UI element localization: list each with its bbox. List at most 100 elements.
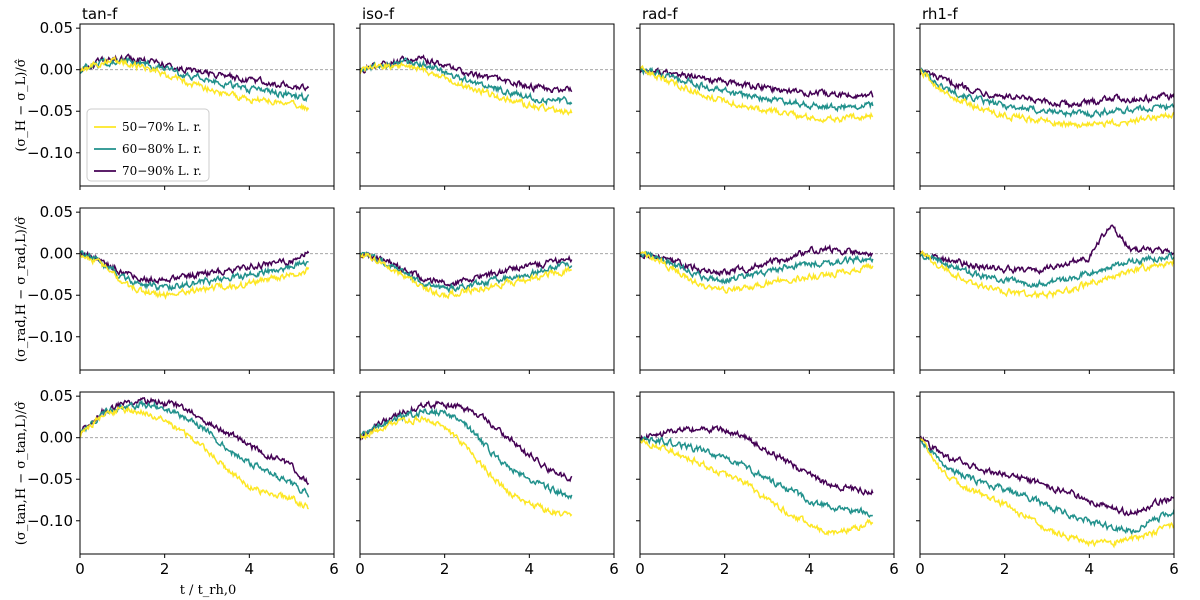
series-line-2 [640, 67, 874, 100]
panel-frame [919, 23, 1175, 187]
series-line-0 [80, 253, 310, 300]
series-line-2 [80, 250, 310, 285]
y-tick-label: 0.05 [40, 387, 73, 405]
series-line-2 [80, 396, 310, 486]
y-tick-label: −0.05 [27, 470, 73, 488]
panel-title: iso-f [362, 5, 395, 23]
panel-0-3: rh1-f [916, 5, 1175, 190]
series-line-2 [80, 53, 310, 92]
panel-0-2: rad-f [636, 5, 895, 190]
panel-title: tan-f [82, 5, 118, 23]
panel-0-0: 0.05 0.00 −0.05 −0.10 tan-f [27, 5, 335, 190]
x-tick-label: 0 [915, 560, 925, 578]
panel-frame [79, 391, 335, 555]
series-line-2 [920, 69, 1174, 109]
legend-label: 50−70% L. r. [122, 120, 202, 134]
x-tick-label: 6 [1169, 560, 1179, 578]
y-axis-label: (σ_H − σ_L)/σ̂ [14, 58, 29, 151]
x-tick-label: 6 [889, 560, 899, 578]
panel-2-2: 0 2 4 6 [635, 391, 899, 578]
legend-label: 70−90% L. r. [122, 164, 202, 178]
panel-1-0: 0.05 0.00 −0.05 −0.10 [27, 203, 335, 374]
series-line-0 [640, 438, 874, 537]
y-tick-label: −0.05 [27, 286, 73, 304]
y-tick-label: 0.00 [40, 429, 73, 447]
panel-frame [919, 207, 1175, 371]
panel-frame [639, 23, 895, 187]
series-line-1 [640, 250, 874, 285]
legend-label: 60−80% L. r. [122, 142, 202, 156]
panel-2-1: 0 2 4 6 [355, 391, 619, 578]
x-tick-label: 2 [440, 560, 450, 578]
panel-frame [359, 23, 615, 187]
series-line-2 [360, 54, 573, 94]
series-line-0 [640, 250, 874, 294]
x-tick-label: 2 [720, 560, 730, 578]
series-line-0 [80, 55, 310, 113]
y-tick-label: 0.00 [40, 245, 73, 263]
y-tick-label: −0.10 [27, 328, 73, 346]
series-line-1 [920, 437, 1174, 536]
series-line-2 [640, 244, 874, 277]
y-tick-label: −0.10 [27, 144, 73, 162]
series-line-1 [640, 435, 873, 518]
series-line-1 [360, 407, 573, 500]
x-tick-label: 6 [329, 560, 339, 578]
series-line-2 [920, 224, 1174, 276]
series-line-2 [920, 435, 1174, 517]
x-tick-label: 0 [355, 560, 365, 578]
series-line-0 [920, 68, 1174, 130]
y-tick-label: 0.00 [40, 61, 73, 79]
y-tick-label: −0.05 [27, 102, 73, 120]
panel-frame [79, 207, 335, 371]
x-tick-label: 4 [1085, 560, 1095, 578]
series-line-1 [80, 56, 310, 103]
series-line-0 [640, 64, 874, 124]
panel-frame [79, 23, 335, 187]
series-line-1 [920, 251, 1174, 289]
panel-2-3: 0 2 4 6 [915, 391, 1179, 578]
panel-1-3 [916, 207, 1175, 374]
series-line-1 [920, 67, 1174, 119]
panel-title: rad-f [642, 5, 678, 23]
legend: 50−70% L. r. 60−80% L. r. 70−90% L. r. [86, 108, 210, 182]
series-line-0 [360, 414, 573, 517]
x-tick-label: 0 [75, 560, 85, 578]
x-tick-label: 4 [805, 560, 815, 578]
series-line-0 [360, 61, 573, 117]
x-tick-label: 2 [1000, 560, 1010, 578]
x-tick-label: 0 [635, 560, 645, 578]
y-tick-label: 0.05 [40, 203, 73, 221]
series-line-0 [920, 249, 1174, 300]
series-line-1 [360, 250, 573, 294]
panel-frame [639, 207, 895, 371]
panel-title: rh1-f [922, 5, 958, 23]
x-tick-label: 2 [160, 560, 170, 578]
x-tick-label: 6 [609, 560, 619, 578]
panel-1-1 [356, 207, 615, 374]
y-tick-label: −0.10 [27, 512, 73, 530]
series-line-1 [640, 66, 874, 113]
panel-frame [359, 391, 615, 555]
series-line-1 [80, 250, 309, 292]
y-axis-label: (σ_rad,H − σ_rad,L)/σ̂ [14, 216, 29, 362]
panel-1-2 [636, 207, 895, 374]
series-line-2 [360, 251, 573, 287]
panel-2-0: 0.05 0.00 −0.05 −0.10 0 2 4 6 [27, 387, 339, 578]
series-line-1 [360, 57, 573, 106]
x-axis-label: t / t_rh,0 [180, 583, 237, 598]
series-line-1 [80, 399, 310, 498]
y-axis-label: (σ_tan,H − σ_tan,L)/σ̂ [14, 401, 29, 545]
legend-box [86, 108, 210, 182]
series-line-2 [360, 400, 573, 483]
panel-frame [919, 391, 1175, 555]
series-line-0 [920, 437, 1174, 549]
x-tick-label: 4 [525, 560, 535, 578]
series-line-0 [360, 251, 573, 300]
series-line-2 [640, 424, 874, 496]
x-tick-label: 4 [245, 560, 255, 578]
series-line-0 [80, 405, 309, 510]
y-tick-label: 0.05 [40, 19, 73, 37]
panel-frame [359, 207, 615, 371]
